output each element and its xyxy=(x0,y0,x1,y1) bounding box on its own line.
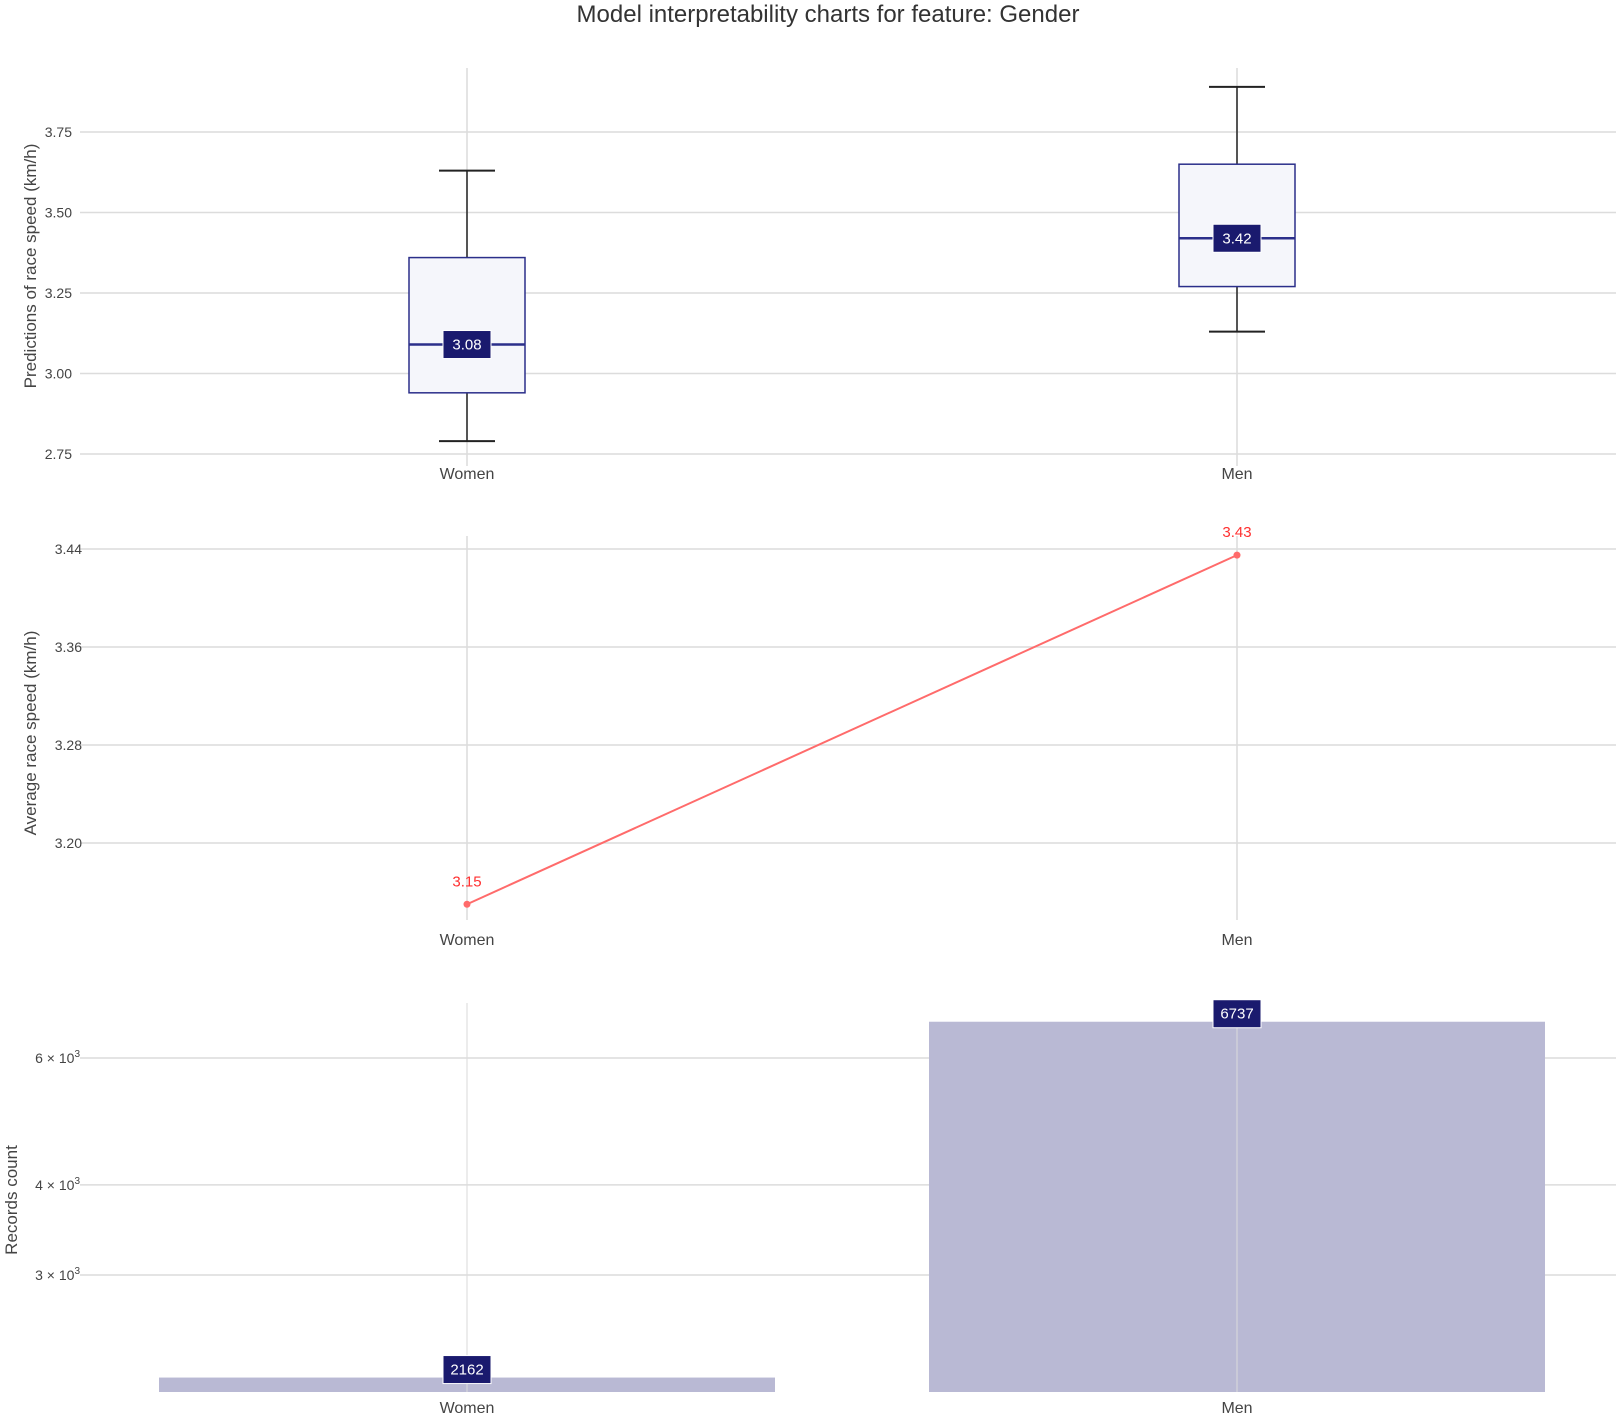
median-label: 3.08 xyxy=(442,330,492,360)
y-axis-label: Records count xyxy=(2,1145,21,1255)
bar-value-label: 2162 xyxy=(442,1355,492,1385)
median-label-bg xyxy=(442,330,492,360)
y-tick-label: 4 × 103 xyxy=(35,1176,80,1193)
y-tick-label: 3.44 xyxy=(55,541,82,557)
data-point xyxy=(463,900,471,908)
box-women: 3.08 xyxy=(408,169,526,443)
y-tick-label: 6 × 103 xyxy=(35,1049,80,1066)
x-tick-label: Women xyxy=(440,932,495,949)
y-tick-label: 3.28 xyxy=(55,737,82,753)
x-tick-label: Men xyxy=(1221,466,1252,483)
data-label: 3.15 xyxy=(452,873,481,890)
x-tick-label: Men xyxy=(1221,1400,1252,1415)
y-tick-label: 3.75 xyxy=(45,124,72,140)
bar-chart-panel: 3 × 103 4 × 103 6 × 103 2162 6737 Women Men Rec… xyxy=(2,999,1616,1415)
line-plot-panel: 3.20 3.28 3.36 3.44 Women Men Average race spe… xyxy=(21,524,1616,949)
y-axis-label: Average race speed (km/h) xyxy=(21,631,40,836)
median-label: 3.42 xyxy=(1212,223,1262,253)
bar-value-label-text: 2162 xyxy=(450,1362,483,1379)
median-label-text: 3.42 xyxy=(1222,230,1251,247)
data-point xyxy=(1233,551,1241,559)
chart-title: Model interpretability charts for featur… xyxy=(577,1,1080,28)
y-tick-label: 3.00 xyxy=(45,366,72,382)
median-label-text: 3.08 xyxy=(452,337,481,354)
series-line xyxy=(466,554,1238,906)
box-men: 3.42 xyxy=(1178,85,1296,333)
box-plot-panel: 2.75 3.00 3.25 3.50 3.75 Women Men Predictions … xyxy=(21,68,1616,483)
x-tick-label: Women xyxy=(440,1400,495,1415)
box-iqr xyxy=(408,256,526,394)
y-tick-label: 3.36 xyxy=(55,639,82,655)
y-tick-label: 3.50 xyxy=(45,205,72,221)
x-tick-label: Men xyxy=(1221,932,1252,949)
median-label-bg xyxy=(1212,223,1262,253)
bar-value-label: 6737 xyxy=(1212,999,1262,1029)
y-tick-label: 3.20 xyxy=(55,835,82,851)
y-tick-label: 3.25 xyxy=(45,285,72,301)
y-tick-label: 2.75 xyxy=(45,446,72,462)
bar-value-label-bg xyxy=(1212,999,1262,1029)
y-axis-label: Predictions of race speed (km/h) xyxy=(21,144,40,389)
x-tick-label: Women xyxy=(440,466,495,483)
bar-value-label-bg xyxy=(442,1355,492,1385)
y-tick-label: 3 × 103 xyxy=(35,1266,80,1283)
bar-value-label-text: 6737 xyxy=(1220,1006,1253,1023)
data-label: 3.43 xyxy=(1222,524,1251,541)
